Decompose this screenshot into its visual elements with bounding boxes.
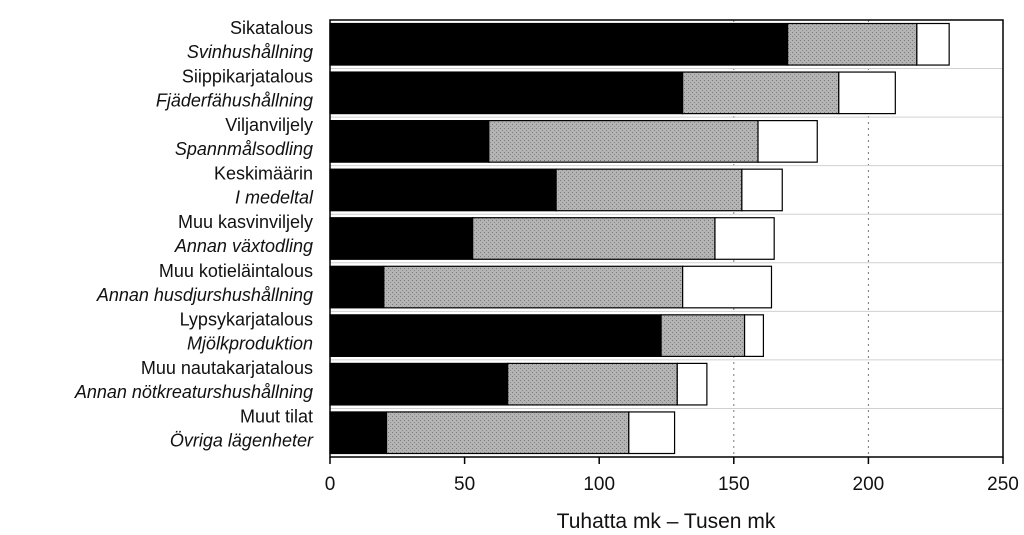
x-tick-label: 50 bbox=[454, 474, 475, 495]
x-tick-label: 150 bbox=[718, 474, 750, 495]
category-label-fi: Sikatalous bbox=[230, 18, 313, 38]
bar-segment bbox=[660, 314, 746, 357]
category-label-fi: Muu kotieläintalous bbox=[159, 261, 313, 281]
bar-segment bbox=[329, 411, 388, 455]
bar-segment bbox=[741, 168, 783, 212]
bar-segment bbox=[329, 22, 789, 66]
bar-segment bbox=[682, 265, 773, 309]
bar-segment bbox=[916, 22, 950, 66]
category-label-fi: Siippikarjatalous bbox=[182, 67, 313, 87]
x-tick-label: 100 bbox=[583, 474, 615, 495]
category-label-sv: Övriga lägenheter bbox=[170, 430, 314, 450]
category-label-sv: Svinhushållning bbox=[187, 42, 313, 62]
x-tick-label: 250 bbox=[987, 474, 1019, 495]
category-label-fi: Muu nautakarjatalous bbox=[141, 358, 313, 378]
bar-segment bbox=[329, 314, 662, 357]
bar-segment bbox=[838, 71, 896, 115]
category-label-fi: Viljanviljely bbox=[225, 115, 313, 135]
bar-segment bbox=[757, 120, 818, 163]
bar-segment bbox=[714, 217, 775, 260]
bar-segment bbox=[329, 71, 684, 115]
category-label-sv: I medeltal bbox=[235, 188, 314, 208]
category-label-fi: Muu kasvinviljely bbox=[178, 212, 313, 232]
bar-segment bbox=[385, 411, 630, 455]
category-label-sv: Fjäderfähushållning bbox=[156, 91, 313, 111]
bar-segment bbox=[787, 22, 918, 66]
bar-segment bbox=[383, 265, 684, 309]
x-axis-title: Tuhatta mk – Tusen mk bbox=[557, 510, 776, 533]
bar-segment bbox=[329, 120, 490, 163]
x-tick-label: 200 bbox=[853, 474, 885, 495]
category-label-sv: Annan växtodling bbox=[174, 236, 313, 256]
bar-segment bbox=[743, 314, 765, 357]
category-label-fi: Muut tilat bbox=[240, 406, 313, 426]
category-label-sv: Spannmålsodling bbox=[175, 139, 313, 159]
bar-segment bbox=[682, 71, 840, 115]
bar-segment bbox=[488, 120, 759, 163]
bar-segment bbox=[472, 217, 716, 260]
x-tick-label: 0 bbox=[325, 474, 336, 495]
category-label-fi: Keskimäärin bbox=[214, 164, 313, 184]
bar-segment bbox=[329, 217, 474, 260]
category-label-sv: Mjölkproduktion bbox=[187, 333, 313, 353]
bar-segment bbox=[628, 411, 676, 455]
category-label-fi: Lypsykarjatalous bbox=[180, 309, 313, 329]
x-axis-ticks: 0 50 100 150 200 250 bbox=[325, 457, 1019, 495]
bar-segment bbox=[676, 362, 708, 406]
bar-segment bbox=[329, 362, 509, 406]
bars bbox=[329, 22, 950, 455]
category-label-sv: Annan husdjurshushållning bbox=[96, 285, 313, 305]
plot-area-frame bbox=[329, 19, 1004, 458]
bar-segment bbox=[555, 168, 743, 212]
category-label-sv: Annan nötkreaturshushållning bbox=[74, 382, 313, 402]
bar-segment bbox=[507, 362, 678, 406]
row-separators bbox=[330, 68, 1003, 409]
bar-segment bbox=[329, 265, 385, 309]
category-labels: Sikatalous Svinhushållning Siippikarjatalo… bbox=[74, 18, 314, 450]
bar-segment bbox=[329, 168, 557, 212]
